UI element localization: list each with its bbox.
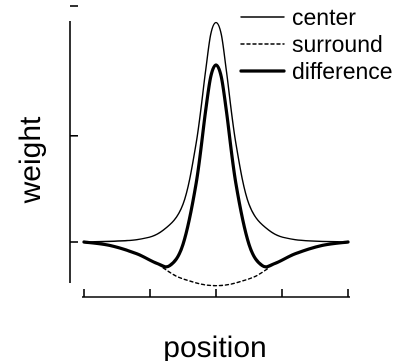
legend-label-center: center bbox=[292, 4, 356, 30]
series-surround-line bbox=[162, 267, 270, 287]
legend-label-surround: surround bbox=[292, 31, 383, 57]
x-axis-label: position bbox=[163, 331, 266, 361]
series-center-line bbox=[83, 21, 349, 243]
axes bbox=[69, 5, 350, 298]
y-axis-label: weight bbox=[14, 116, 47, 204]
series-difference-line bbox=[82, 63, 350, 269]
legend-label-difference: difference bbox=[292, 58, 393, 84]
curves bbox=[82, 21, 350, 287]
